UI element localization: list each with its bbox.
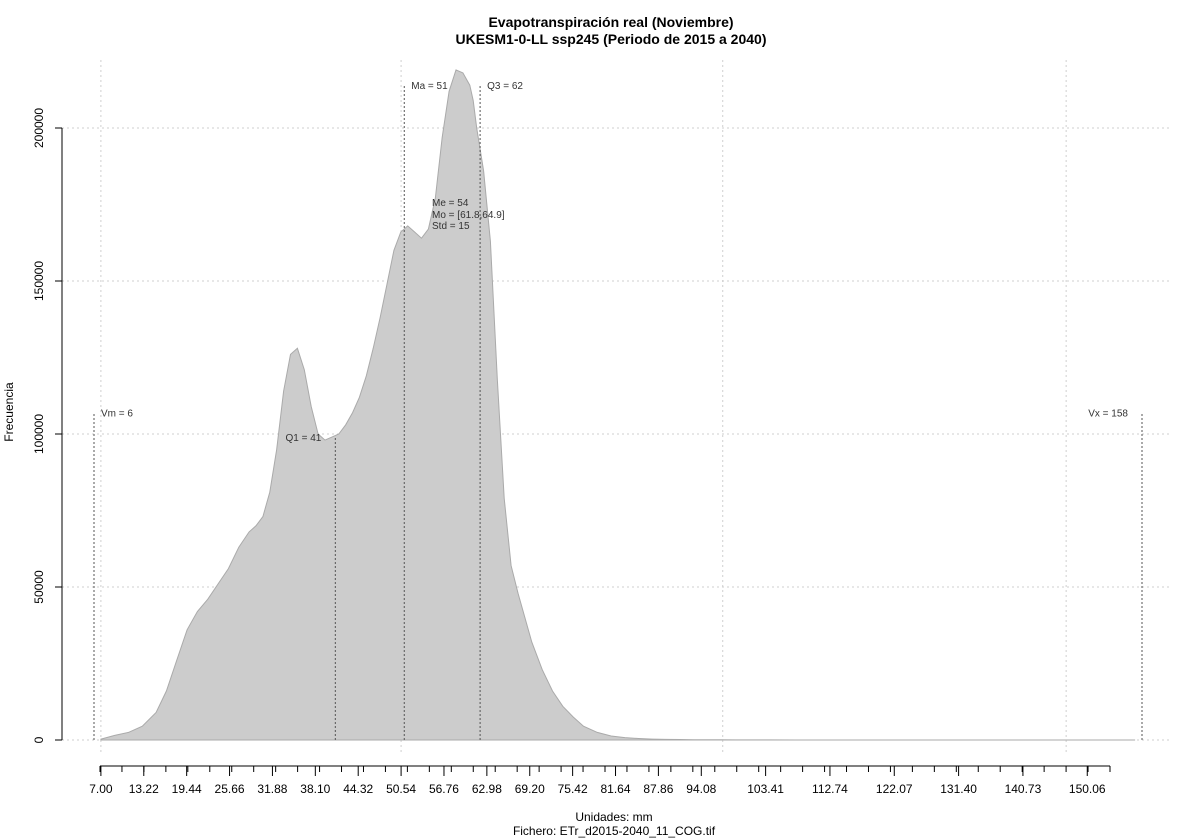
x-tick-label: 122.07 (876, 782, 913, 796)
marker-label: Q1 = 41 (285, 433, 321, 444)
x-tick-label: 75.42 (558, 782, 588, 796)
y-tick-label: 200000 (32, 108, 46, 148)
x-tick-label: 112.74 (812, 782, 848, 796)
frequency-area (100, 69, 1136, 741)
x-tick-label: 7.00 (89, 782, 113, 796)
y-tick-label: 150000 (32, 261, 46, 301)
x-tick-label: 103.41 (747, 782, 784, 796)
x-tick-label: 81.64 (601, 782, 631, 796)
y-axis-title: Frecuencia (2, 382, 16, 442)
y-tick-label: 0 (32, 736, 46, 743)
x-tick-label: 131.40 (940, 782, 977, 796)
x-tick-label: 13.22 (129, 782, 159, 796)
std-label: Std = 15 (432, 221, 470, 232)
x-tick-label: 140.73 (1005, 782, 1042, 796)
x-tick-label: 44.32 (343, 782, 373, 796)
y-axis: 0 50000 100000 150000 200000 (32, 108, 63, 743)
x-tick-label: 94.08 (686, 782, 716, 796)
stats-annotation: Me = 54 Mo = [61.8,64.9] Std = 15 (432, 198, 505, 232)
x-tick-label: 25.66 (215, 782, 245, 796)
mode-label: Mo = [61.8,64.9] (432, 210, 505, 221)
chart-title: Evapotranspiración real (Noviembre) (488, 14, 733, 30)
x-tick-label: 38.10 (300, 782, 330, 796)
y-tick-label: 50000 (32, 570, 46, 604)
median-label: Me = 54 (432, 198, 469, 209)
x-tick-label: 19.44 (172, 782, 202, 796)
marker-label: Vx = 158 (1088, 409, 1128, 420)
x-tick-label: 56.76 (429, 782, 459, 796)
x-tick-label: 87.86 (643, 782, 673, 796)
stat-markers: Vm = 6 Q1 = 41 Ma = 51 Q3 = 62 Vx = 158 (93, 81, 1143, 740)
y-tick-label: 100000 (32, 414, 46, 454)
marker-label: Q3 = 62 (487, 81, 523, 92)
x-tick-label: 150.06 (1069, 782, 1106, 796)
marker-label: Ma = 51 (411, 81, 448, 92)
chart-subtitle: UKESM1-0-LL ssp245 (Periodo de 2015 a 20… (456, 31, 767, 47)
x-tick-label: 62.98 (472, 782, 502, 796)
x-axis: 7.00 13.22 19.44 25.66 31.88 38.10 44.32 50.54 5… (89, 765, 1111, 796)
file-name-caption: Fichero: ETr_d2015-2040_11_COG.tif (513, 824, 716, 838)
x-tick-label: 50.54 (386, 782, 416, 796)
marker-label: Vm = 6 (101, 409, 133, 420)
x-tick-label: 69.20 (515, 782, 545, 796)
x-tick-label: 31.88 (257, 782, 287, 796)
x-axis-title: Unidades: mm (575, 810, 652, 824)
